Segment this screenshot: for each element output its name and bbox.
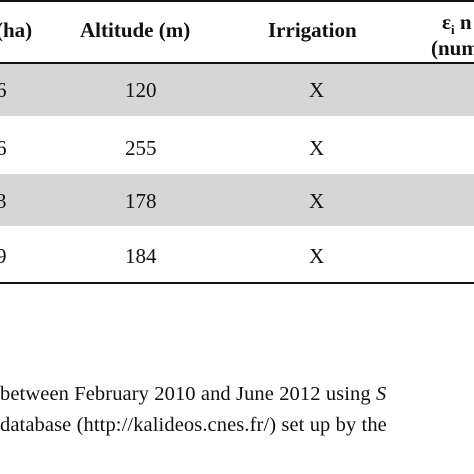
header-irrigation: Irrigation: [268, 18, 357, 42]
caption-line-1-text: between February 2010 and June 2012 usin…: [0, 384, 376, 405]
header-bottom-rule: [0, 62, 474, 64]
header-area: (ha): [0, 18, 33, 42]
caption-line-2: database (http://kalideos.cnes.fr/) set …: [0, 414, 387, 436]
cell-irrigation: X: [309, 244, 325, 268]
header-altitude: Altitude (m): [80, 18, 191, 42]
table-row-band: [0, 174, 474, 226]
header-epsilon: εi n: [442, 10, 472, 38]
cell-altitude: 184: [125, 244, 157, 268]
cell-irrigation: X: [309, 136, 325, 160]
cell-altitude: 178: [125, 189, 157, 213]
data-table: (ha) Altitude (m) Irrigation εi n (num 6…: [0, 0, 474, 284]
epsilon-symbol: ε: [442, 10, 451, 34]
cell-area: 9: [0, 244, 7, 268]
caption-line-1-tail: S: [375, 384, 387, 405]
cell-altitude: 255: [125, 136, 157, 160]
header-epsilon-line2: (num: [431, 36, 474, 60]
table-bottom-rule: [0, 282, 474, 284]
cell-area: 6: [0, 78, 7, 102]
cell-altitude: 120: [125, 78, 157, 102]
table-row-band: [0, 64, 474, 116]
epsilon-rest: n: [454, 10, 472, 34]
cell-area: 6: [0, 136, 7, 160]
epsilon-subscript: i: [450, 22, 455, 38]
table-top-rule: [0, 0, 474, 2]
cell-irrigation: X: [309, 189, 325, 213]
cell-irrigation: X: [309, 78, 325, 102]
table-caption: between February 2010 and June 2012 usin…: [0, 384, 474, 444]
cell-area: 3: [0, 189, 7, 213]
caption-line-1: between February 2010 and June 2012 usin…: [0, 384, 386, 405]
